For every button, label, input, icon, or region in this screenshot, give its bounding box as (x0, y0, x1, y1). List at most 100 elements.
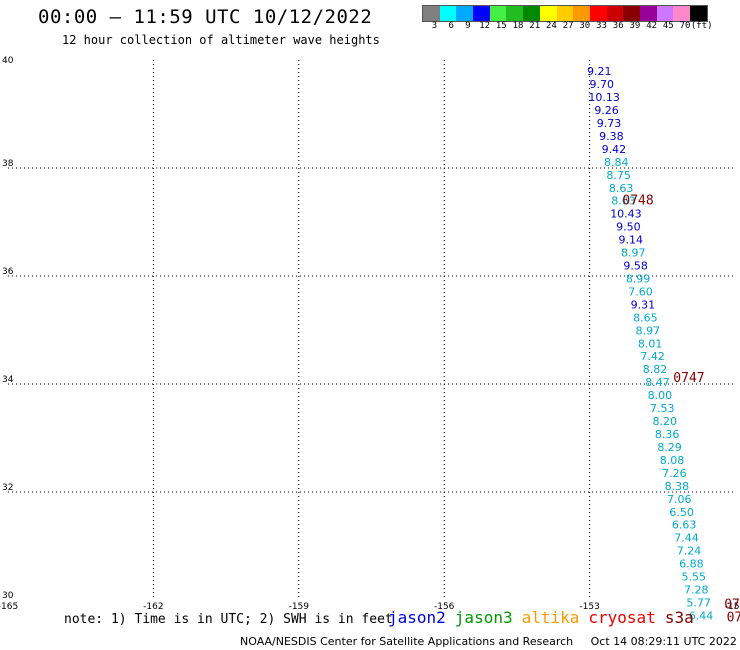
wave-height-value: 9.38 (599, 130, 624, 143)
satellite-legend: jason2 jason3 altika cryosat s3a (388, 608, 703, 627)
wave-height-value: 8.47 (645, 376, 670, 389)
colorbar-swatch (473, 6, 490, 21)
wave-height-value: 10.13 (588, 91, 620, 104)
colorbar-label: 33 (596, 21, 607, 31)
wave-height-value: 8.38 (665, 480, 690, 493)
colorbar-label: 39 (629, 21, 641, 31)
colorbar-label: 36 (612, 21, 624, 31)
colorbar-swatch (656, 6, 674, 21)
pass-time-labels: 0748 0747 07460745 (622, 194, 740, 626)
colorbar-swatch (573, 6, 590, 21)
wave-height-value: 8.29 (657, 441, 682, 454)
y-tick-label: 38 (2, 159, 14, 169)
wave-height-value: 5.77 (686, 596, 711, 609)
y-tick-label: 30 (2, 591, 14, 601)
wave-height-value: 9.26 (594, 104, 619, 117)
wave-height-value: 8.63 (609, 182, 634, 195)
colorbar-label: 42 (646, 21, 658, 31)
colorbar-swatch (673, 6, 690, 21)
colorbar-swatch (556, 6, 574, 21)
credit-text: NOAA/NESDIS Center for Satellite Applica… (240, 635, 574, 648)
colorbar-label: 18 (512, 21, 524, 31)
colorbar-swatch (439, 6, 457, 21)
colorbar-label: (ft) (690, 21, 713, 31)
x-tick-label: -150 (725, 602, 740, 612)
wave-height-value: 8.99 (626, 272, 651, 285)
wave-height-value: 8.00 (648, 389, 673, 402)
colorbar-swatch (456, 6, 474, 21)
colorbar-label: 24 (546, 21, 557, 31)
units-note: note: 1) Time is in UTC; 2) SWH is in fe… (64, 612, 393, 627)
colorbar-label: 9 (465, 21, 471, 31)
wave-height-value: 8.97 (636, 324, 661, 337)
colorbar-label: 45 (662, 21, 674, 31)
legend-item-cryosat: cryosat (588, 608, 656, 627)
colorbar-label: 15 (495, 21, 507, 31)
pass-time-label: 0746 (724, 598, 740, 613)
colorbar-swatch (539, 6, 557, 21)
wave-height-value: 8.65 (633, 311, 658, 324)
wave-height-value: 7.06 (667, 493, 692, 506)
legend-item-jason2: jason2 (388, 608, 446, 627)
colorbar-label: 12 (479, 21, 491, 31)
colorbar-swatch (690, 6, 707, 21)
wave-height-value: 9.42 (602, 143, 627, 156)
wave-height-value: 7.26 (662, 467, 687, 480)
wave-height-value: 7.60 (628, 285, 653, 298)
x-tick-label: -159 (289, 602, 310, 612)
wave-height-value: 6.44 (689, 609, 714, 622)
wave-height-value: 6.63 (672, 519, 697, 532)
wave-height-points: 9.219.7010.139.269.739.389.428.848.758.6… (587, 65, 713, 622)
wave-height-colorbar (422, 5, 708, 22)
wave-height-value: 7.24 (677, 545, 702, 558)
colorbar-label: 21 (529, 21, 541, 31)
wave-height-value: 9.58 (623, 260, 648, 273)
colorbar-swatch (506, 6, 524, 21)
colorbar-swatch (489, 6, 507, 21)
colorbar-swatch (623, 6, 640, 21)
colorbar-label: 70 (679, 21, 691, 31)
y-tick-label: 36 (2, 267, 14, 277)
wave-height-value: 10.43 (610, 208, 642, 221)
colorbar-swatch (639, 6, 657, 21)
pass-time-label: 0747 (673, 371, 704, 386)
credit-footer: NOAA/NESDIS Center for Satellite Applica… (240, 635, 740, 648)
wave-height-value: 9.21 (587, 65, 612, 78)
generated-timestamp: Oct 14 08:29:11 UTC 2022 (590, 635, 737, 648)
wave-height-value: 7.42 (640, 350, 665, 363)
x-tick-label: -165 (0, 602, 18, 612)
colorbar-swatch (606, 6, 624, 21)
axis-ticks: -165 -162 -159 -156 -153 -150 30 32 34 36 38 40 (0, 56, 740, 612)
chart-grid (8, 60, 735, 600)
wave-height-value: 8.20 (652, 415, 677, 428)
wave-height-value: 8.63 (611, 195, 636, 208)
pass-time-label: 0745 (727, 611, 740, 626)
colorbar-label: 27 (562, 21, 574, 31)
colorbar-label: 30 (579, 21, 591, 31)
page-title: 00:00 – 11:59 UTC 10/12/2022 (38, 6, 373, 28)
colorbar-label: 6 (448, 21, 454, 31)
colorbar-swatch (423, 6, 440, 21)
wave-height-value: 9.31 (631, 298, 656, 311)
legend-item-altika: altika (521, 608, 580, 627)
wave-height-value: 5.55 (682, 571, 707, 584)
wave-height-value: 8.08 (660, 454, 685, 467)
colorbar-swatch (589, 6, 607, 21)
wave-height-value: 7.28 (684, 584, 709, 597)
y-tick-label: 40 (2, 56, 14, 66)
legend-item-jason3: jason3 (454, 608, 513, 627)
page-subtitle: 12 hour collection of altimeter wave hei… (62, 33, 380, 47)
pass-time-label: 0748 (622, 194, 653, 209)
x-tick-label: -162 (143, 602, 163, 612)
wave-height-value: 8.75 (606, 169, 631, 182)
wave-height-value: 9.50 (616, 221, 641, 234)
x-tick-label: -156 (434, 602, 455, 612)
wave-height-value: 7.44 (674, 532, 699, 545)
wave-height-value: 6.88 (679, 558, 704, 571)
colorbar-swatch (523, 6, 540, 21)
wave-height-value: 6.50 (669, 506, 694, 519)
wave-height-value: 8.82 (643, 363, 668, 376)
wave-height-value: 9.73 (597, 117, 622, 130)
colorbar-labels: 3 6 9 12 15 18 21 24 27 30 33 36 39 42 45 70 (ft) (422, 21, 740, 33)
